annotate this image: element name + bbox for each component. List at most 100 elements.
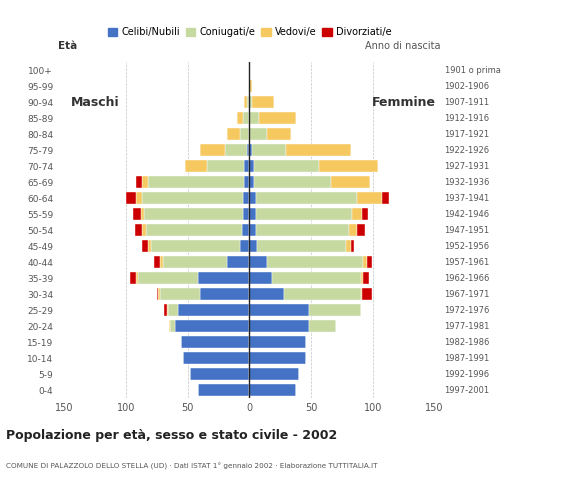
Bar bbox=[158, 288, 161, 300]
Bar bbox=[237, 112, 243, 124]
Bar bbox=[249, 80, 252, 92]
Bar bbox=[249, 369, 299, 380]
Bar bbox=[126, 192, 136, 204]
Bar bbox=[169, 321, 171, 332]
Text: 1977-1981: 1977-1981 bbox=[444, 322, 490, 331]
Bar bbox=[200, 288, 249, 300]
Text: 1902-1906: 1902-1906 bbox=[444, 82, 490, 91]
Bar bbox=[249, 321, 309, 332]
Bar bbox=[247, 144, 249, 156]
Bar bbox=[136, 192, 142, 204]
Text: 1962-1966: 1962-1966 bbox=[444, 274, 490, 283]
Bar bbox=[142, 240, 148, 252]
Bar bbox=[249, 256, 267, 268]
Bar bbox=[361, 272, 363, 284]
Bar bbox=[361, 288, 362, 300]
Bar bbox=[331, 176, 371, 188]
Text: COMUNE DI PALAZZOLO DELLO STELLA (UD) · Dati ISTAT 1° gennaio 2002 · Elaborazion: COMUNE DI PALAZZOLO DELLO STELLA (UD) · … bbox=[6, 462, 378, 469]
Text: 1997-2001: 1997-2001 bbox=[444, 386, 490, 395]
Bar bbox=[227, 128, 240, 140]
Bar bbox=[346, 240, 351, 252]
Text: 1992-1996: 1992-1996 bbox=[444, 370, 490, 379]
Text: Maschi: Maschi bbox=[71, 96, 119, 109]
Text: 1982-1986: 1982-1986 bbox=[444, 338, 490, 347]
Text: 1907-1911: 1907-1911 bbox=[444, 98, 490, 107]
Bar bbox=[256, 192, 357, 204]
Bar bbox=[182, 336, 249, 348]
Bar bbox=[367, 256, 372, 268]
Text: 1967-1971: 1967-1971 bbox=[444, 290, 490, 299]
Bar bbox=[142, 192, 243, 204]
Bar bbox=[154, 256, 161, 268]
Bar bbox=[252, 96, 274, 108]
Bar bbox=[198, 384, 249, 396]
Bar bbox=[259, 112, 296, 124]
Text: 1947-1951: 1947-1951 bbox=[444, 226, 490, 235]
Text: 1917-1921: 1917-1921 bbox=[444, 130, 490, 139]
Bar bbox=[244, 160, 249, 172]
Bar bbox=[171, 321, 175, 332]
Bar bbox=[362, 288, 372, 300]
Bar bbox=[256, 208, 352, 220]
Bar bbox=[271, 272, 361, 284]
Bar bbox=[249, 352, 306, 364]
Bar bbox=[185, 160, 208, 172]
Bar bbox=[257, 240, 346, 252]
Bar bbox=[363, 256, 367, 268]
Bar bbox=[163, 256, 227, 268]
Bar bbox=[382, 192, 389, 204]
Text: 1942-1946: 1942-1946 bbox=[444, 210, 490, 219]
Bar bbox=[243, 208, 249, 220]
Bar bbox=[249, 144, 252, 156]
Bar bbox=[284, 288, 361, 300]
Text: 1972-1976: 1972-1976 bbox=[444, 306, 490, 315]
Bar bbox=[148, 176, 244, 188]
Bar bbox=[249, 128, 267, 140]
Bar bbox=[183, 352, 249, 364]
Bar bbox=[351, 240, 354, 252]
Bar bbox=[224, 144, 247, 156]
Bar bbox=[357, 224, 365, 236]
Bar bbox=[240, 240, 249, 252]
Bar bbox=[249, 272, 271, 284]
Bar bbox=[362, 208, 368, 220]
Bar bbox=[249, 384, 296, 396]
Bar bbox=[249, 208, 256, 220]
Text: 1932-1936: 1932-1936 bbox=[444, 178, 490, 187]
Bar bbox=[190, 369, 249, 380]
Bar bbox=[208, 160, 244, 172]
Bar bbox=[267, 256, 363, 268]
Bar bbox=[164, 304, 166, 316]
Bar bbox=[249, 96, 252, 108]
Bar bbox=[146, 224, 242, 236]
Bar bbox=[252, 144, 287, 156]
Bar bbox=[249, 192, 256, 204]
Bar bbox=[227, 256, 249, 268]
Bar bbox=[249, 160, 255, 172]
Bar bbox=[161, 256, 163, 268]
Text: 1922-1926: 1922-1926 bbox=[444, 146, 490, 155]
Bar bbox=[249, 224, 256, 236]
Text: 1901 o prima: 1901 o prima bbox=[444, 66, 501, 75]
Bar bbox=[175, 321, 249, 332]
Legend: Celibi/Nubili, Coniugati/e, Vedovi/e, Divorziati/e: Celibi/Nubili, Coniugati/e, Vedovi/e, Di… bbox=[104, 24, 395, 41]
Bar bbox=[249, 112, 259, 124]
Bar bbox=[352, 208, 362, 220]
Bar bbox=[151, 240, 240, 252]
Bar bbox=[256, 224, 349, 236]
Bar bbox=[178, 304, 249, 316]
Bar bbox=[357, 192, 382, 204]
Bar bbox=[255, 176, 331, 188]
Bar bbox=[249, 288, 284, 300]
Bar bbox=[243, 112, 249, 124]
Bar bbox=[244, 96, 247, 108]
Bar bbox=[309, 304, 361, 316]
Bar bbox=[157, 288, 158, 300]
Bar bbox=[136, 176, 142, 188]
Bar bbox=[240, 128, 249, 140]
Bar bbox=[200, 144, 224, 156]
Bar bbox=[249, 304, 309, 316]
Text: 1927-1931: 1927-1931 bbox=[444, 162, 490, 171]
Bar bbox=[142, 176, 148, 188]
Bar bbox=[244, 176, 249, 188]
